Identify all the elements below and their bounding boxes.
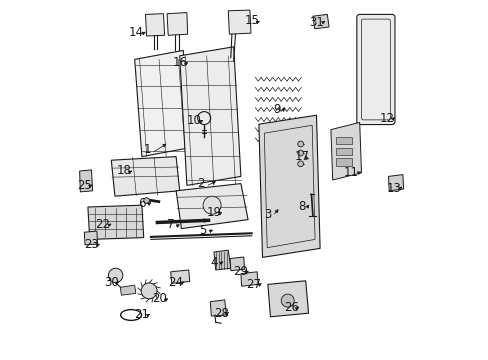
- Bar: [336, 148, 352, 155]
- Text: 14: 14: [129, 26, 143, 39]
- Text: 15: 15: [244, 14, 259, 27]
- Polygon shape: [330, 122, 361, 180]
- Circle shape: [141, 283, 157, 299]
- Text: 19: 19: [206, 206, 221, 219]
- Text: 27: 27: [245, 278, 261, 291]
- Polygon shape: [213, 250, 230, 270]
- Text: 10: 10: [186, 114, 201, 127]
- Text: 18: 18: [116, 165, 131, 177]
- Polygon shape: [228, 10, 250, 34]
- Text: 26: 26: [283, 301, 298, 314]
- Text: 4: 4: [210, 256, 217, 269]
- Text: 3: 3: [264, 208, 271, 221]
- Text: 22: 22: [95, 219, 110, 231]
- Text: 28: 28: [213, 307, 228, 320]
- Polygon shape: [312, 14, 328, 29]
- Bar: [336, 137, 352, 144]
- Text: 11: 11: [343, 166, 358, 179]
- Circle shape: [297, 141, 303, 147]
- Polygon shape: [258, 115, 320, 257]
- Text: 25: 25: [77, 179, 92, 192]
- Polygon shape: [120, 285, 136, 295]
- Text: 13: 13: [386, 183, 401, 195]
- Text: 7: 7: [166, 219, 174, 231]
- Polygon shape: [241, 272, 258, 286]
- Polygon shape: [176, 184, 247, 229]
- Text: 8: 8: [298, 201, 305, 213]
- Circle shape: [297, 150, 303, 156]
- FancyBboxPatch shape: [356, 14, 394, 125]
- Text: 21: 21: [134, 309, 149, 321]
- Text: 12: 12: [378, 112, 393, 125]
- Polygon shape: [210, 300, 226, 316]
- Text: 29: 29: [233, 265, 248, 278]
- Polygon shape: [179, 47, 241, 185]
- Bar: [336, 158, 352, 166]
- Text: 16: 16: [172, 57, 187, 69]
- Polygon shape: [134, 50, 190, 157]
- Text: 5: 5: [199, 224, 206, 237]
- Text: 30: 30: [104, 276, 119, 289]
- Polygon shape: [170, 270, 189, 283]
- Text: 9: 9: [273, 103, 280, 116]
- Polygon shape: [88, 205, 143, 239]
- Polygon shape: [167, 13, 187, 35]
- Polygon shape: [80, 170, 92, 192]
- Polygon shape: [267, 281, 308, 317]
- Polygon shape: [111, 157, 179, 196]
- Circle shape: [281, 294, 294, 307]
- Text: 23: 23: [84, 238, 99, 251]
- Circle shape: [108, 268, 122, 283]
- Text: 20: 20: [152, 292, 167, 305]
- Text: 6: 6: [138, 197, 145, 210]
- Circle shape: [297, 161, 303, 167]
- Text: 17: 17: [294, 150, 309, 163]
- Polygon shape: [145, 14, 164, 36]
- Polygon shape: [230, 257, 244, 271]
- Polygon shape: [387, 175, 403, 191]
- Text: 1: 1: [143, 143, 151, 156]
- Text: 24: 24: [168, 276, 183, 289]
- Circle shape: [143, 198, 149, 203]
- Text: 2: 2: [197, 177, 204, 190]
- Polygon shape: [84, 231, 98, 245]
- Circle shape: [203, 196, 221, 214]
- Text: 31: 31: [308, 16, 323, 29]
